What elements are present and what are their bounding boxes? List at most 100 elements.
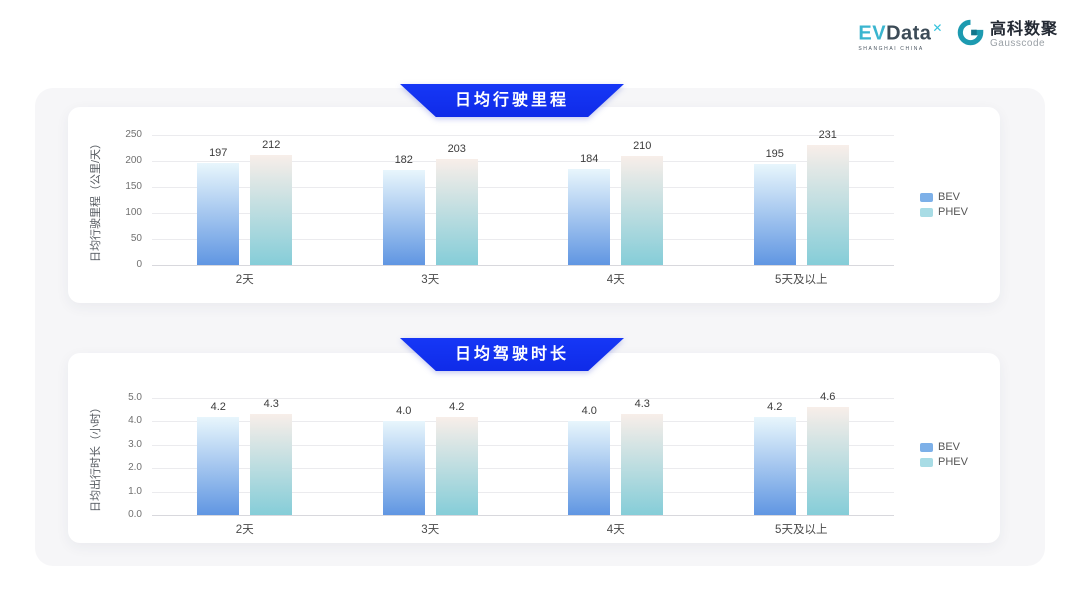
y-axis-title: 日均出行时长（小时） [90, 401, 102, 512]
x-axis-category-label: 3天 [421, 524, 440, 536]
bar-chart-duration: 5.0 4.0 3.0 2.0 1.0 0.0 日均出行时长（小时） 4.2 4.3 2天 4.0 4… [68, 353, 1000, 543]
bar-value-label: 4.0 [396, 405, 412, 417]
y-axis-tick-label: 0.0 [128, 509, 142, 520]
y-axis-tick-label: 250 [125, 129, 142, 140]
gausscode-en-name: Gausscode [989, 37, 1046, 49]
legend-swatch-icon [920, 442, 933, 452]
bar-value-label: 210 [633, 140, 652, 152]
legend-label: BEV [938, 441, 961, 453]
y-axis-tick-label: 3.0 [128, 438, 142, 450]
x-axis-category-label: 2天 [235, 274, 254, 286]
bar-bev[interactable] [753, 164, 796, 265]
gridline [152, 213, 894, 214]
bar-phev[interactable] [250, 155, 293, 265]
bar-bev[interactable] [382, 421, 425, 515]
bar-value-label: 4.6 [820, 391, 836, 403]
evdata-subtext: SHANGHAI CHINA [858, 45, 924, 52]
bar-bev[interactable] [382, 170, 425, 265]
bar-value-label: 195 [765, 148, 784, 160]
chart-card-duration: 5.0 4.0 3.0 2.0 1.0 0.0 日均出行时长（小时） 4.2 4.3 2天 4.0 4… [68, 353, 1000, 543]
gausscode-text: 高科数聚 Gausscode [990, 21, 1058, 49]
gridline [152, 491, 894, 493]
legend-label: PHEV [938, 456, 968, 468]
evdata-wordmark: EVData✕ [858, 18, 943, 44]
bar-phev[interactable] [806, 145, 849, 265]
chart-title-banner-mileage: 日均行驶里程 [400, 84, 624, 117]
bar-value-label: 4.2 [210, 401, 226, 413]
y-axis-title: 日均行驶里程（公里/天） [90, 137, 102, 263]
y-axis-tick-label: 0 [136, 259, 142, 270]
bar-value-label: 203 [447, 143, 466, 155]
gridline [152, 161, 894, 162]
bar-value-label: 4.3 [634, 398, 650, 410]
bar-value-label: 4.0 [581, 405, 597, 417]
bar-value-label: 4.2 [767, 401, 783, 413]
bar-phev[interactable] [435, 417, 478, 515]
gridline [152, 239, 894, 240]
y-axis-tick-label: 100 [125, 207, 142, 218]
gridline [152, 421, 894, 423]
y-axis-tick-label: 5.0 [128, 392, 142, 403]
legend-item-bev[interactable]: BEV [920, 441, 968, 453]
legend-swatch-icon [920, 207, 933, 217]
legend-swatch-icon [920, 192, 933, 202]
evdata-ev-text: EV [858, 22, 887, 45]
chart-card-mileage: 250 200 150 100 50 0 日均行驶里程（公里/天） 197 212 2天 182 20… [68, 107, 1000, 303]
bar-bev[interactable] [753, 417, 796, 515]
legend-label: PHEV [938, 206, 968, 218]
legend-label: BEV [938, 191, 961, 203]
y-axis-tick-label: 150 [125, 181, 142, 192]
x-axis-category-label: 5天及以上 [775, 524, 828, 536]
bar-value-label: 212 [262, 139, 281, 151]
y-axis-tick-label: 2.0 [128, 462, 142, 474]
bar-value-label: 231 [818, 129, 837, 141]
legend-item-phev[interactable]: PHEV [920, 456, 968, 468]
gridline [152, 265, 894, 266]
evdata-logo: EVData✕ SHANGHAI CHINA [858, 18, 943, 52]
chart-title-banner-duration: 日均驾驶时长 [400, 338, 624, 371]
chart-legend: BEV PHEV [920, 441, 968, 468]
bar-value-label: 4.3 [263, 398, 279, 410]
bar-value-label: 197 [209, 147, 228, 159]
chart-legend: BEV PHEV [920, 191, 968, 218]
bar-bev[interactable] [568, 421, 611, 515]
legend-swatch-icon [920, 457, 933, 467]
bar-phev[interactable] [621, 156, 664, 265]
evdata-data-text: Data [886, 22, 932, 45]
x-axis-category-label: 4天 [606, 274, 625, 286]
bar-phev[interactable] [621, 414, 664, 515]
x-axis-category-label: 5天及以上 [775, 274, 828, 286]
chart-title-duration: 日均驾驶时长 [400, 338, 624, 371]
bar-bev[interactable] [197, 163, 240, 265]
gridline [152, 398, 894, 399]
dashboard-panel: 日均行驶里程 250 200 150 100 50 0 日均行驶里程（公里/天） 197 212… [35, 84, 1045, 566]
legend-item-phev[interactable]: PHEV [920, 206, 968, 218]
x-axis-category-label: 3天 [421, 274, 440, 286]
gridline [152, 515, 894, 516]
bar-phev[interactable] [250, 414, 293, 515]
gridline [152, 187, 894, 188]
x-axis-category-label: 2天 [235, 524, 254, 536]
chart-title-mileage: 日均行驶里程 [400, 84, 624, 117]
bar-phev[interactable] [806, 407, 849, 515]
gausscode-cn-name: 高科数聚 [989, 20, 1058, 38]
bar-value-label: 184 [580, 153, 599, 165]
bar-phev[interactable] [435, 159, 478, 265]
y-axis-tick-label: 1.0 [128, 485, 142, 497]
bar-value-label: 182 [394, 154, 413, 166]
y-axis-tick-label: 200 [125, 155, 142, 166]
legend-item-bev[interactable]: BEV [920, 191, 968, 203]
x-axis-category-label: 4天 [606, 524, 625, 536]
gridline [152, 135, 894, 136]
y-axis-tick-label: 50 [130, 233, 142, 244]
gridline [152, 444, 894, 446]
bar-value-label: 4.2 [449, 401, 465, 413]
bar-chart-mileage: 250 200 150 100 50 0 日均行驶里程（公里/天） 197 212 2天 182 20… [68, 107, 1000, 303]
evdata-x-icon: ✕ [932, 21, 943, 35]
brand-header: EVData✕ SHANGHAI CHINA 高科数聚 Gausscode [858, 18, 1058, 52]
bar-bev[interactable] [568, 169, 611, 265]
gausscode-mark-icon [957, 19, 984, 51]
bar-bev[interactable] [197, 417, 240, 515]
gausscode-logo: 高科数聚 Gausscode [957, 19, 1058, 51]
